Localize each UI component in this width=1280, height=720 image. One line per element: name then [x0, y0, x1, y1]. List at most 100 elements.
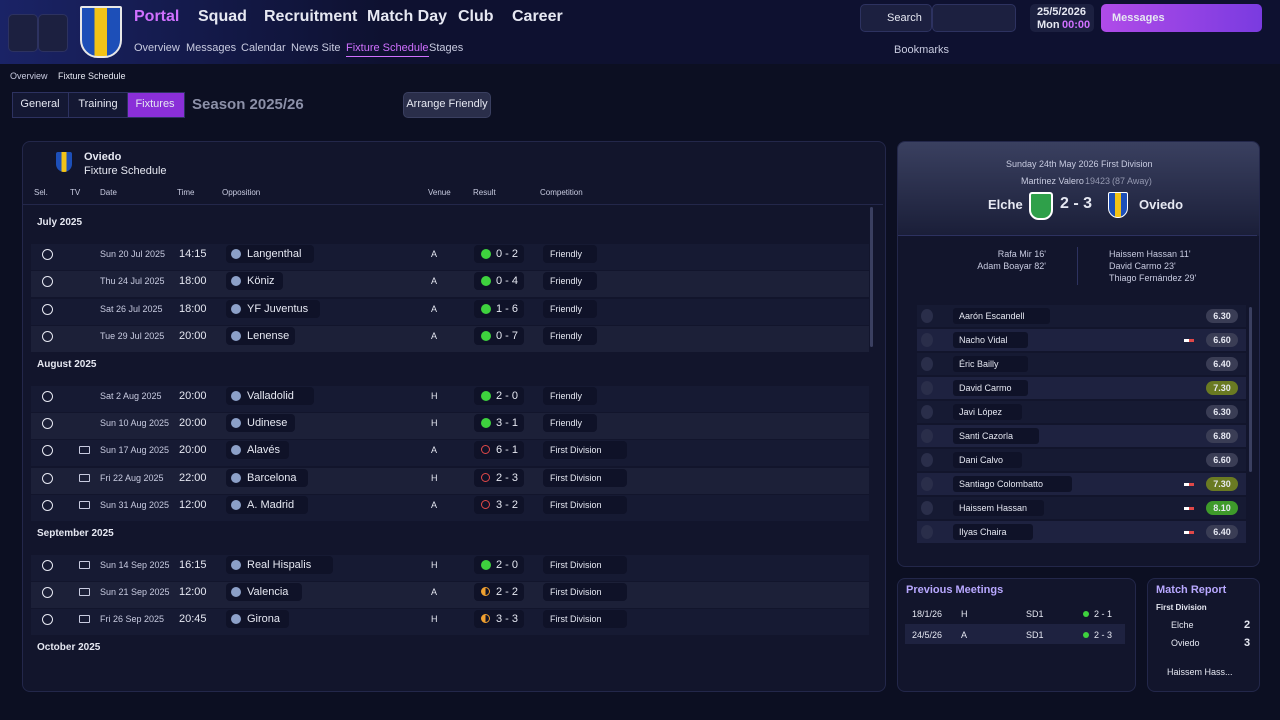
- messages-label[interactable]: Messages: [1112, 12, 1165, 24]
- result[interactable]: 6 - 1: [496, 444, 519, 457]
- opposition-pill[interactable]: [226, 441, 290, 460]
- fixture-row[interactable]: [31, 554, 869, 581]
- back-button[interactable]: [8, 14, 38, 52]
- fixture-row[interactable]: [31, 440, 869, 467]
- player-name[interactable]: Ilyas Chaira: [959, 527, 1007, 537]
- nav-submenu-item[interactable]: News Site: [291, 42, 341, 54]
- tab-label[interactable]: Fixtures: [135, 98, 175, 110]
- search-button[interactable]: [860, 4, 932, 32]
- arrange-button[interactable]: [403, 92, 491, 118]
- result[interactable]: 3 - 3: [496, 613, 519, 626]
- search-label[interactable]: Search: [887, 12, 922, 24]
- tab[interactable]: [127, 92, 185, 118]
- player-name-pill[interactable]: [953, 524, 1033, 540]
- player-name[interactable]: Santiago Colombatto: [959, 479, 1044, 489]
- tab[interactable]: [12, 92, 70, 118]
- select-radio[interactable]: [42, 614, 53, 626]
- opposition[interactable]: Valencia: [247, 586, 289, 598]
- column-header[interactable]: Sel.: [34, 188, 48, 197]
- opposition-pill[interactable]: [226, 299, 321, 318]
- select-radio[interactable]: [42, 559, 53, 571]
- opposition[interactable]: Barcelona: [247, 471, 297, 484]
- tab[interactable]: [68, 92, 130, 118]
- tab-label[interactable]: General: [20, 98, 60, 110]
- opposition[interactable]: Udinese: [247, 417, 288, 429]
- forward-button[interactable]: [38, 14, 68, 52]
- player-name[interactable]: Haissem Hassan: [959, 503, 1028, 513]
- opposition[interactable]: Langenthal: [247, 248, 302, 260]
- player-name-pill[interactable]: [953, 476, 1072, 492]
- select-radio[interactable]: [42, 500, 53, 512]
- opposition-pill[interactable]: [226, 610, 290, 629]
- messages-button[interactable]: [1101, 4, 1262, 32]
- result[interactable]: 3 - 1: [496, 417, 519, 429]
- select-radio[interactable]: [42, 390, 53, 402]
- player-name-pill[interactable]: [953, 380, 1028, 396]
- arrange-label[interactable]: Arrange Friendly: [406, 98, 488, 110]
- result[interactable]: 2 - 0: [496, 558, 519, 571]
- opposition[interactable]: Lenense: [247, 330, 290, 343]
- fixture-row[interactable]: [31, 326, 869, 353]
- select-radio[interactable]: [42, 445, 53, 457]
- breadcrumb-item[interactable]: Overview: [10, 71, 48, 81]
- opposition-pill[interactable]: [226, 272, 283, 291]
- player-name[interactable]: Éric Bailly: [959, 359, 999, 369]
- result[interactable]: 1 - 6: [496, 302, 519, 315]
- result[interactable]: 3 - 2: [496, 499, 519, 512]
- player-name[interactable]: Dani Calvo: [959, 455, 1004, 465]
- player-name[interactable]: Aarón Escandell: [959, 311, 1025, 321]
- select-radio[interactable]: [42, 418, 53, 429]
- fixture-row[interactable]: [31, 495, 869, 522]
- column-header[interactable]: Result: [473, 188, 496, 197]
- meeting-row[interactable]: [905, 624, 1125, 644]
- nav-menu-item[interactable]: Recruitment: [264, 8, 358, 25]
- toolbar[interactable]: [932, 4, 1016, 32]
- opposition-pill[interactable]: [226, 583, 302, 601]
- column-header[interactable]: Competition: [540, 188, 583, 197]
- opposition-pill[interactable]: [226, 327, 296, 346]
- player-name-pill[interactable]: [953, 356, 1028, 372]
- nav-menu-item[interactable]: Squad: [198, 8, 247, 25]
- select-radio[interactable]: [42, 472, 53, 484]
- fixture-row[interactable]: [31, 271, 869, 298]
- nav-submenu-item[interactable]: Overview: [134, 42, 180, 54]
- fixture-row[interactable]: [31, 609, 869, 636]
- player-name-pill[interactable]: [953, 308, 1050, 324]
- player-name[interactable]: Nacho Vidal: [959, 335, 1008, 345]
- select-radio[interactable]: [42, 276, 53, 288]
- fixture-row[interactable]: [31, 582, 869, 608]
- player-name-pill[interactable]: [953, 404, 1022, 420]
- nav-submenu-item[interactable]: Stages: [429, 42, 464, 54]
- opposition[interactable]: Alavés: [247, 444, 281, 457]
- result[interactable]: 0 - 2: [496, 248, 519, 260]
- select-radio[interactable]: [42, 587, 53, 598]
- nav-menu-item[interactable]: Career: [512, 8, 563, 25]
- nav-submenu-item[interactable]: Calendar: [241, 42, 286, 54]
- opposition[interactable]: Köniz: [247, 275, 275, 288]
- fixture-row[interactable]: [31, 244, 869, 270]
- player-of-match[interactable]: Haissem Hass...: [1167, 667, 1233, 677]
- opposition-pill[interactable]: [226, 414, 296, 432]
- column-header[interactable]: Opposition: [222, 188, 261, 197]
- fixture-row[interactable]: [31, 467, 869, 494]
- select-radio[interactable]: [42, 303, 53, 315]
- fixture-row[interactable]: [31, 385, 869, 412]
- opposition-pill[interactable]: [226, 245, 314, 263]
- column-header[interactable]: Venue: [428, 188, 451, 197]
- result[interactable]: 0 - 7: [496, 330, 519, 343]
- result[interactable]: 2 - 3: [496, 471, 519, 484]
- tab-label[interactable]: Training: [78, 98, 118, 110]
- opposition[interactable]: Girona: [247, 613, 281, 626]
- column-header[interactable]: TV: [70, 188, 81, 197]
- nav-submenu-item[interactable]: Messages: [186, 42, 237, 54]
- result[interactable]: 2 - 2: [496, 586, 519, 598]
- player-name-pill[interactable]: [953, 332, 1028, 348]
- result[interactable]: 0 - 4: [496, 275, 519, 288]
- opposition-pill[interactable]: [226, 468, 308, 487]
- player-name-pill[interactable]: [953, 428, 1039, 444]
- opposition[interactable]: YF Juventus: [247, 302, 309, 315]
- select-radio[interactable]: [42, 331, 53, 343]
- fixture-row[interactable]: [31, 298, 869, 325]
- nav-menu-item[interactable]: Portal: [134, 8, 180, 25]
- nav-menu-item[interactable]: Match Day: [367, 8, 448, 25]
